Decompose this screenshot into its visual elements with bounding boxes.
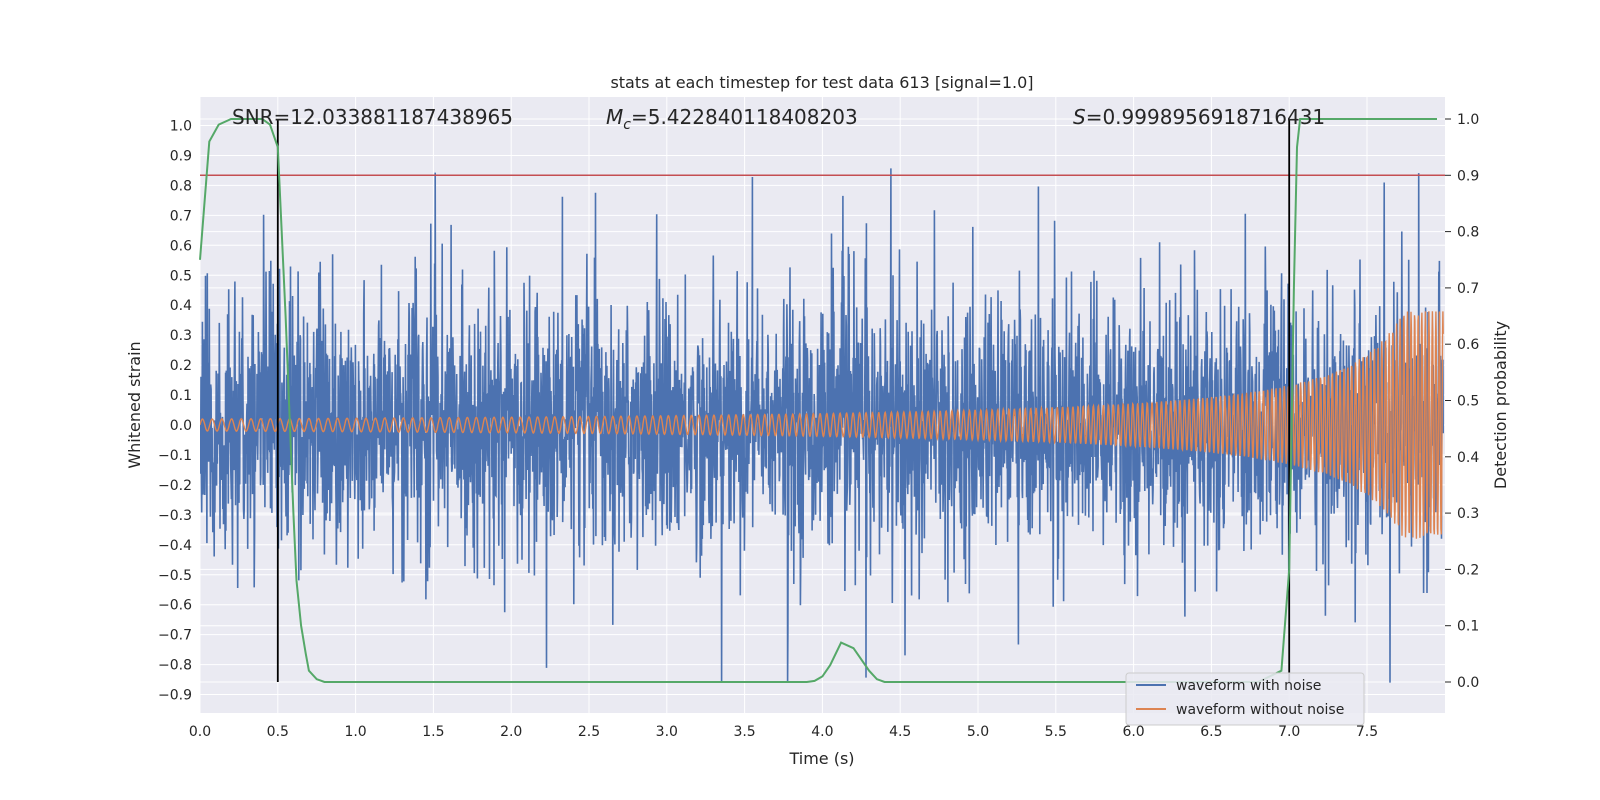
y2-tick-label: 0.0 (1457, 675, 1479, 691)
x-tick-label: 5.5 (1045, 724, 1067, 740)
annotation-chirp-mass: Mc=5.422840118408203 (606, 105, 858, 133)
overlay-lines (200, 119, 1445, 682)
x-tick-label: 4.5 (889, 724, 911, 740)
annotation-statistic: S=0.9998956918716431 (1073, 105, 1325, 129)
x-tick-label: 4.0 (811, 724, 833, 740)
x-tick-label: 0.0 (189, 724, 211, 740)
x-tick-label: 3.0 (656, 724, 678, 740)
y-axis-ticks: 1.0 0.9 0.8 0.7 0.6 0.5 0.4 0.3 0.2 0.1 0.0 −0.1 −0.… (158, 119, 192, 704)
x-tick-label: 0.5 (267, 724, 289, 740)
y-tick-label: 0.3 (170, 328, 192, 344)
x-tick-label: 5.0 (967, 724, 989, 740)
y-axis-label: Whitened strain (125, 341, 144, 468)
y-tick-label: 0.8 (170, 178, 192, 194)
y2-tick-label: 0.9 (1457, 168, 1479, 184)
line-waveform-without-noise (200, 311, 1444, 539)
series-waveform-without-noise (200, 311, 1444, 539)
y2-tick-label: 0.3 (1457, 506, 1479, 522)
y-tick-label: −0.5 (158, 568, 192, 584)
y-tick-label: −0.9 (158, 688, 192, 704)
y-tick-label: −0.4 (158, 538, 192, 554)
y2-tick-label: 0.6 (1457, 337, 1479, 353)
y2-tick-label: 1.0 (1457, 112, 1479, 128)
y-tick-label: 0.7 (170, 208, 192, 224)
x-tick-label: 2.0 (500, 724, 522, 740)
y-tick-label: 0.4 (170, 298, 192, 314)
legend-box (1125, 672, 1365, 726)
line-detection-probability (199, 118, 1437, 683)
y2-tick-label: 0.7 (1457, 281, 1479, 297)
y-tick-label: −0.2 (158, 478, 192, 494)
y2-tick-label: 0.8 (1457, 225, 1479, 241)
y-tick-label: 0.6 (170, 238, 192, 254)
y2-tick-label: 0.1 (1457, 619, 1479, 635)
legend: waveform with noise waveform without noi… (1125, 672, 1365, 726)
y2-axis-label: Detection probability (1491, 321, 1510, 489)
x-axis-ticks: 0.0 0.5 1.0 1.5 2.0 2.5 3.0 3.5 4.0 4.5 5.0 5.5 6.0 6… (189, 724, 1378, 740)
annotation-chirp-mass-value: =5.422840118408203 (631, 105, 858, 129)
series-detection-probability (199, 118, 1437, 683)
annotation-chirp-mass-subscript: c (623, 117, 631, 133)
y-tick-label: −0.6 (158, 598, 192, 614)
annotation-statistic-value: =0.9998956918716431 (1086, 105, 1325, 129)
y-tick-label: −0.1 (158, 448, 192, 464)
y2-axis-ticks: 1.0 0.9 0.8 0.7 0.6 0.5 0.4 0.3 0.2 0.1 0.0 (1445, 112, 1479, 691)
line-waveform-with-noise (200, 168, 1444, 683)
x-tick-label: 7.0 (1278, 724, 1300, 740)
y-tick-label: −0.3 (158, 508, 192, 524)
y-tick-label: 0.5 (170, 268, 192, 284)
legend-entry-noise: waveform with noise (1176, 678, 1321, 694)
y-tick-label: 0.2 (170, 358, 192, 374)
annotation-statistic-symbol: S (1073, 105, 1086, 129)
annotation-chirp-mass-symbol: M (606, 105, 623, 129)
series-waveform-with-noise (200, 168, 1444, 683)
x-axis-label: Time (s) (788, 749, 854, 768)
y-tick-label: 0.9 (170, 148, 192, 164)
y2-tick-label: 0.4 (1457, 450, 1479, 466)
y2-tick-label: 0.5 (1457, 394, 1479, 410)
x-tick-label: 6.5 (1200, 724, 1222, 740)
y-tick-label: 1.0 (170, 119, 192, 135)
y-tick-label: 0.0 (170, 418, 192, 434)
y-tick-label: 0.1 (170, 388, 192, 404)
y2-tick-label: 0.2 (1457, 562, 1479, 578)
x-tick-label: 7.5 (1356, 724, 1378, 740)
x-tick-label: 1.0 (344, 724, 366, 740)
legend-entry-clean: waveform without noise (1176, 702, 1344, 718)
x-tick-label: 6.0 (1122, 724, 1144, 740)
chart-title: stats at each timestep for test data 613… (610, 73, 1033, 92)
annotation-snr: SNR=12.033881187438965 (232, 105, 513, 129)
x-tick-label: 1.5 (422, 724, 444, 740)
x-tick-label: 3.5 (733, 724, 755, 740)
x-tick-label: 2.5 (578, 724, 600, 740)
y-tick-label: −0.8 (158, 658, 192, 674)
y-tick-label: −0.7 (158, 628, 192, 644)
